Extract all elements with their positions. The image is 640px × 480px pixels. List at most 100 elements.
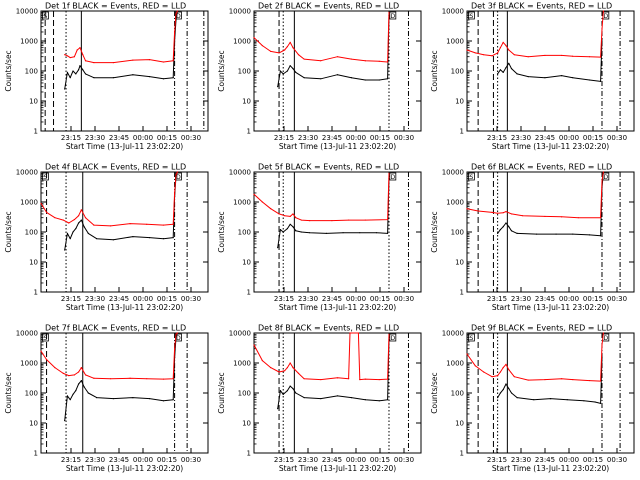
- series-point-lld: [270, 208, 272, 210]
- x-tick-label: 23:15: [61, 295, 81, 303]
- series-point-events: [66, 395, 69, 397]
- y-tick-label: 10: [242, 98, 251, 106]
- y-tick-label: 10000: [229, 169, 251, 177]
- series-point-events: [303, 77, 305, 79]
- series-point-events: [75, 73, 77, 75]
- series-point-events: [289, 223, 291, 225]
- series-point-lld: [387, 61, 389, 63]
- series-point-lld: [278, 213, 280, 215]
- series-point-lld: [261, 201, 263, 203]
- series-point-events: [292, 68, 294, 70]
- series-point-events: [516, 397, 518, 399]
- x-axis-label: Start Time (13-Jul-11 23:02:20): [279, 142, 396, 151]
- series-point-events: [292, 388, 294, 390]
- series-point-events: [600, 402, 602, 405]
- series-point-events: [93, 77, 95, 79]
- x-tick-label: 23:30: [511, 456, 531, 464]
- series-point-lld: [66, 55, 69, 57]
- series-point-events: [279, 229, 282, 231]
- series-line-lld: [40, 171, 178, 227]
- series-point-events: [69, 238, 71, 240]
- x-tick-label: 23:45: [322, 134, 342, 142]
- x-axis-label: Start Time (13-Jul-11 23:02:20): [66, 303, 183, 312]
- series-point-events: [132, 74, 134, 76]
- series-point-events: [508, 388, 510, 390]
- series-point-events: [594, 401, 596, 403]
- x-axis-label: Start Time (13-Jul-11 23:02:20): [492, 142, 609, 151]
- series-point-lld: [602, 10, 604, 12]
- series-point-lld: [320, 378, 322, 381]
- series-point-events: [499, 69, 501, 71]
- y-tick-label: 100: [238, 390, 251, 398]
- series-point-events: [527, 76, 529, 78]
- series-point-lld: [278, 52, 280, 54]
- y-tick-label: 100: [451, 229, 464, 237]
- chart-title: Det 5f BLACK = Events, RED = LLD: [258, 163, 399, 172]
- series-point-lld: [331, 219, 333, 222]
- series-point-events: [172, 77, 174, 79]
- x-tick-label: 00:30: [394, 134, 414, 142]
- series-point-lld: [69, 56, 71, 59]
- series-point-lld: [295, 217, 297, 219]
- series-point-events: [66, 71, 69, 73]
- series-point-lld: [572, 378, 574, 381]
- series-point-events: [583, 400, 585, 402]
- x-tick-label: 00:30: [607, 295, 627, 303]
- series-point-lld: [309, 219, 311, 222]
- y-axis-label: Counts/sec: [430, 372, 439, 413]
- series-point-lld: [466, 49, 468, 51]
- series-point-lld: [289, 215, 291, 218]
- annotation-label: D: [604, 335, 609, 342]
- series-point-events: [162, 238, 165, 240]
- series-point-lld: [350, 58, 353, 60]
- series-point-events: [172, 237, 174, 239]
- series-point-lld: [527, 379, 529, 381]
- series-point-events: [572, 77, 574, 79]
- series-point-lld: [162, 378, 165, 380]
- series-point-lld: [292, 213, 294, 215]
- y-tick-label: 1: [247, 450, 251, 458]
- series-point-lld: [491, 55, 493, 57]
- y-tick-label: 1000: [233, 38, 251, 46]
- series-point-lld: [497, 52, 499, 54]
- x-tick-label: 00:30: [394, 456, 414, 464]
- series-point-events: [279, 390, 282, 392]
- series-point-events: [378, 400, 380, 402]
- annotation-label: D: [604, 13, 609, 20]
- series-point-lld: [303, 378, 305, 380]
- series-point-lld: [84, 60, 87, 62]
- series-point-lld: [561, 378, 563, 380]
- series-point-lld: [132, 59, 134, 61]
- annotation-label: D: [176, 335, 181, 342]
- x-tick-label: 00:15: [157, 134, 177, 142]
- series-point-lld: [497, 212, 499, 214]
- series-point-lld: [499, 47, 501, 49]
- series-point-events: [64, 420, 66, 422]
- series-point-lld: [508, 369, 510, 371]
- series-point-lld: [45, 211, 48, 214]
- series-point-lld: [62, 219, 64, 221]
- x-tick-label: 00:00: [346, 295, 366, 303]
- series-point-events: [77, 69, 80, 71]
- x-axis-label: Start Time (13-Jul-11 23:02:20): [492, 464, 609, 473]
- series-point-lld: [601, 344, 603, 346]
- y-tick-label: 10: [29, 259, 38, 267]
- y-axis-label: Counts/sec: [4, 50, 13, 91]
- series-point-lld: [175, 13, 177, 15]
- series-point-lld: [73, 374, 75, 376]
- y-axis-label: Counts/sec: [217, 372, 226, 413]
- series-point-events: [303, 397, 305, 399]
- series-point-events: [350, 397, 353, 399]
- y-tick-label: 10000: [229, 330, 251, 338]
- x-axis-label: Start Time (13-Jul-11 23:02:20): [66, 142, 183, 151]
- series-point-lld: [505, 45, 507, 47]
- series-point-lld: [109, 225, 112, 227]
- series-point-events: [499, 229, 501, 231]
- series-point-lld: [270, 50, 272, 53]
- series-point-lld: [602, 332, 604, 334]
- series-point-lld: [336, 56, 339, 58]
- series-point-events: [64, 249, 66, 251]
- annotation-label: S: [469, 335, 473, 342]
- series-point-events: [292, 226, 294, 228]
- series-point-lld: [80, 367, 82, 369]
